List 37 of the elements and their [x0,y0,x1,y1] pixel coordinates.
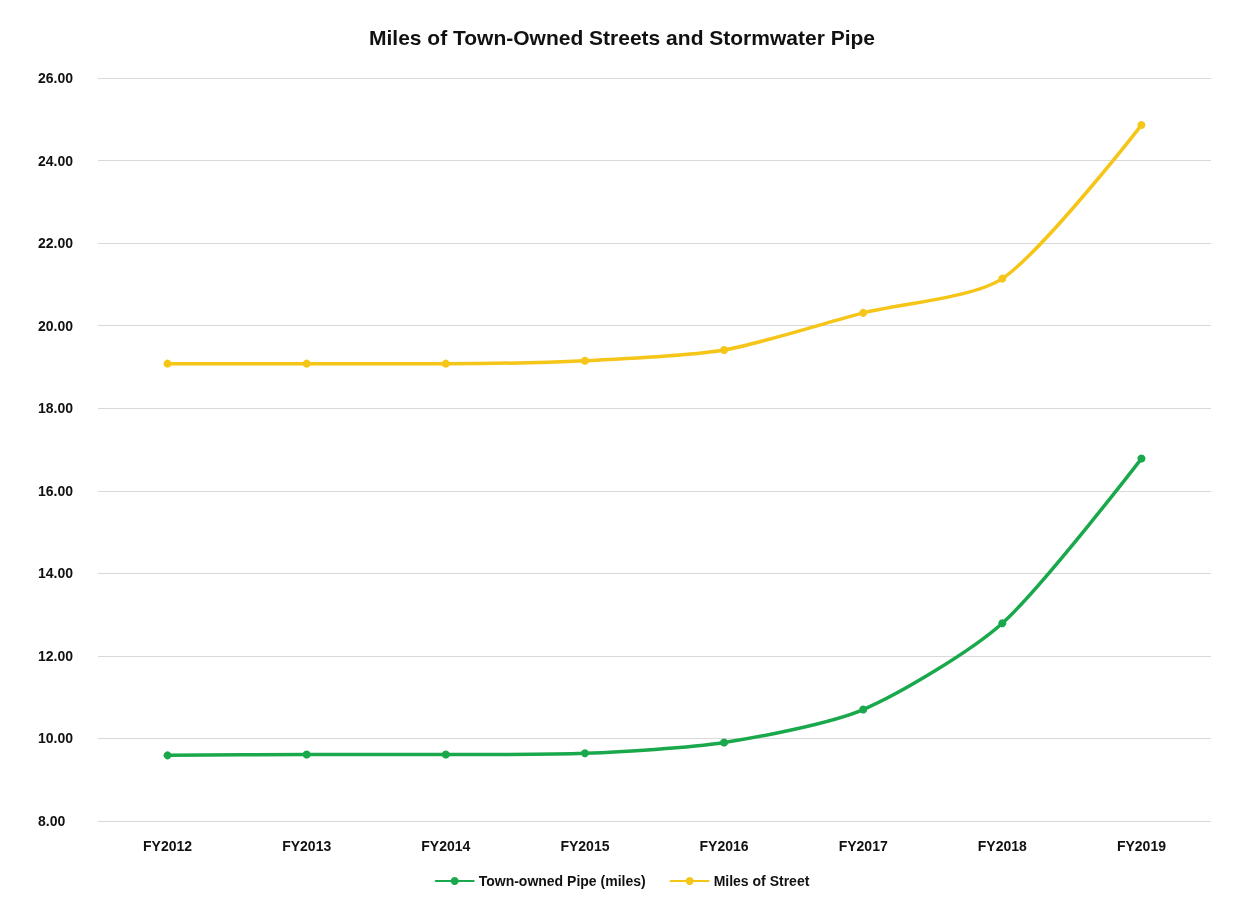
x-tick-label: FY2016 [699,838,749,854]
y-tick-label: 24.00 [38,152,74,169]
point [580,749,589,758]
point [163,751,172,760]
point [580,356,589,365]
y-tick-label: 12.00 [38,647,74,664]
x-tick-label: FY2014 [421,838,471,854]
x-tick-label: FY2013 [282,838,332,854]
legend-label: Town-owned Pipe (miles) [478,873,646,889]
x-tick-label: FY2017 [838,838,888,854]
point [1137,454,1146,463]
y-tick-label: 26.00 [38,70,74,86]
y-tick-label: 8.00 [38,813,66,829]
point [441,750,450,759]
y-tick-label: 10.00 [38,730,74,747]
point [859,308,868,317]
x-tick-label: FY2018 [977,838,1028,854]
y-tick-label: 14.00 [38,565,74,582]
point [1137,121,1146,130]
x-tick-label: FY2019 [1116,838,1167,854]
y-tick-label: 16.00 [38,482,74,499]
x-tick-label: FY2015 [560,838,610,854]
point [998,274,1007,283]
y-tick-label: 22.00 [38,235,74,252]
point [302,750,311,759]
x-tick-label: FY2012 [143,838,193,854]
y-tick-label: 20.00 [38,317,74,334]
point [302,359,311,368]
chart-title: Miles of Town-Owned Streets and Stormwater Pipe [368,26,876,49]
point [163,359,172,368]
point [859,705,868,714]
point [720,738,729,747]
y-tick-label: 18.00 [38,400,74,417]
legend-label: Miles of Street [713,873,810,889]
point [441,359,450,368]
point [998,619,1007,628]
point [720,346,729,355]
